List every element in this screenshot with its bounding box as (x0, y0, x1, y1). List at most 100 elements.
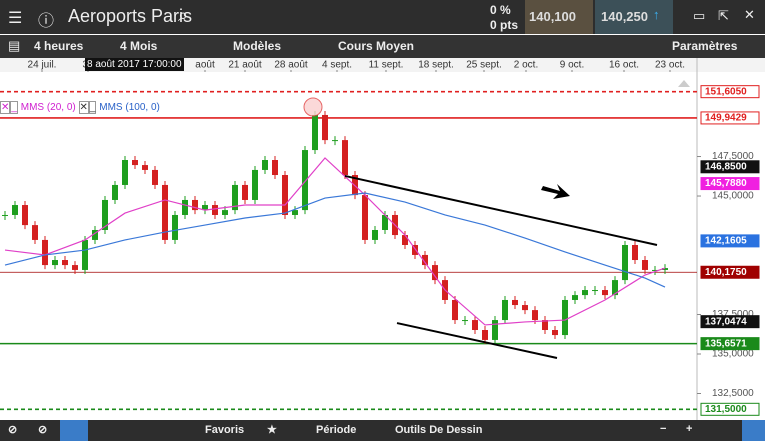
x-tick-label: août (195, 60, 215, 71)
x-tick-label: 4 sept. (322, 60, 352, 71)
sell-price: 140,100 (529, 9, 576, 24)
x-tick-label: 2 oct. (514, 60, 538, 71)
ma20-label: MMS (20, 0) (20, 102, 76, 113)
candle (262, 160, 268, 170)
ind-min[interactable]: _ (10, 101, 18, 114)
close[interactable]: ✕ (744, 7, 755, 22)
candle (192, 199, 198, 211)
price-tag (700, 337, 760, 351)
candle (212, 205, 218, 215)
candle (92, 229, 98, 240)
x-tick-label: 18 sept. (418, 60, 454, 71)
drawing-tools[interactable]: Outils De Dessin (395, 424, 483, 436)
x-tick-label: 16 oct. (609, 60, 639, 71)
draw-icon[interactable] (60, 420, 88, 441)
candle (572, 295, 578, 300)
candle (162, 184, 168, 240)
y-tick-label: 137,5000 (712, 309, 754, 320)
candle (312, 114, 318, 151)
candle (372, 229, 378, 240)
search-icon[interactable]: ⌕ (178, 5, 189, 25)
candle (272, 160, 278, 176)
sell-button[interactable]: 140,100 (525, 0, 593, 34)
price-tag-label: 135,6571 (705, 338, 747, 349)
candle (592, 290, 598, 292)
ind-min[interactable]: _ (88, 101, 97, 114)
ind-close[interactable]: ✕ (0, 101, 11, 114)
price-type[interactable]: Cours Moyen (338, 39, 415, 53)
link-icon[interactable]: ⊘ (8, 424, 18, 436)
settings[interactable]: Paramètres (672, 39, 738, 53)
crosshair-label: 8 août 2017 17:00:00 (85, 58, 184, 71)
candle (522, 305, 528, 311)
zoom-in[interactable]: + (686, 423, 693, 435)
x-tick-label: 9 oct. (560, 60, 584, 71)
instrument-title: Aeroports Paris (68, 6, 193, 26)
cancel-icon[interactable]: ⊘ (38, 424, 48, 436)
candle (512, 299, 518, 306)
zoom-out[interactable]: − (660, 423, 667, 435)
candle (542, 320, 548, 330)
x-tick-label: 11 sept. (369, 60, 404, 71)
minimize[interactable]: ▭ (693, 8, 706, 23)
candle (62, 260, 68, 266)
range[interactable]: 4 Mois (120, 39, 158, 53)
price-tag (700, 85, 760, 99)
candle (662, 268, 668, 270)
price-tag-label: 131,5000 (705, 404, 747, 415)
candle (252, 169, 258, 200)
x-tick-label: 28 août (274, 60, 308, 71)
candle (322, 114, 328, 141)
trendline (344, 174, 658, 246)
period[interactable]: Période (316, 424, 357, 436)
y-tick-label: 135,0000 (712, 349, 754, 360)
crosshair-tool[interactable] (742, 420, 765, 441)
popout[interactable]: ⇱ (718, 8, 729, 23)
highlight-marker (303, 97, 323, 117)
moving-average (4, 157, 666, 326)
candle (142, 165, 148, 170)
y-tick-label: 145,0000 (712, 191, 754, 202)
candle (152, 169, 158, 185)
price-tag-label: 146,8500 (705, 161, 747, 172)
star-icon[interactable]: ★ (267, 424, 277, 436)
interval[interactable]: 4 heures (34, 39, 84, 53)
price-tag-label: 151,6050 (705, 86, 747, 97)
favorites[interactable]: Favoris (205, 424, 245, 436)
price-tag-label: 140,1750 (705, 267, 747, 278)
collapse-icon (678, 80, 690, 87)
date-axis-bg (0, 58, 765, 72)
price-tag (700, 234, 760, 248)
moving-average (4, 192, 666, 288)
candle (102, 199, 108, 230)
candle (242, 184, 248, 200)
y-tick-label: 147,5000 (712, 151, 754, 162)
info-icon[interactable]: ⓘ (38, 13, 55, 30)
x-tick-label: 21 août (228, 60, 262, 71)
candle (22, 205, 28, 226)
menu-icon[interactable]: ☰ (8, 10, 23, 27)
ind-close[interactable]: ✕ (78, 101, 89, 114)
candle (112, 184, 118, 200)
change-pts: 0 pts (490, 18, 519, 32)
x-tick-label: 24 juil. (28, 60, 57, 71)
y-tick-label: 132,5000 (712, 388, 754, 399)
candle (12, 205, 18, 215)
candle (2, 214, 8, 216)
buy-button[interactable]: 140,250 ↑ (595, 0, 673, 34)
templates[interactable]: Modèles (233, 39, 282, 53)
candle (622, 245, 628, 281)
candle (502, 299, 508, 321)
indicator-legend: ✕ _ MMS (20, 0) ✕ _ MMS (100, 0) (0, 101, 160, 114)
candle (602, 290, 608, 296)
price-tag (700, 315, 760, 329)
candle (72, 265, 78, 270)
up-arrow: ↑ (653, 7, 660, 22)
candle (362, 195, 368, 240)
price-tag-label: 137,0474 (705, 316, 747, 327)
price-tag (700, 402, 760, 416)
candle (222, 210, 228, 215)
list-icon[interactable]: ▤ (8, 38, 21, 53)
candle (652, 269, 658, 271)
